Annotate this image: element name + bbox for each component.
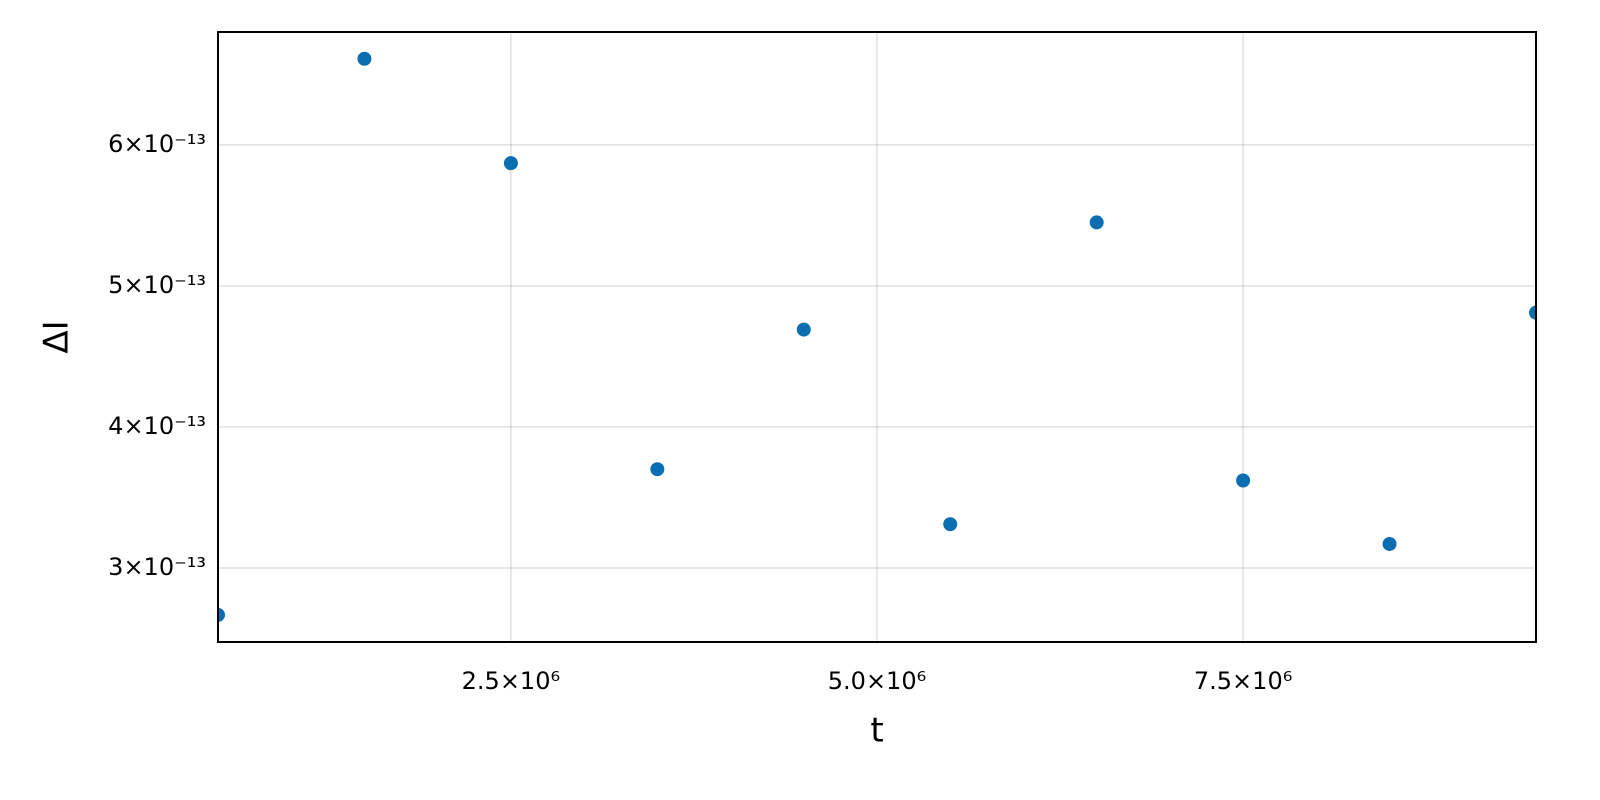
point <box>650 462 665 477</box>
point <box>218 607 225 622</box>
point <box>503 156 518 171</box>
point <box>1236 473 1251 488</box>
y-tick-label: 4×10⁻¹³ <box>108 412 206 440</box>
points <box>218 51 1536 622</box>
y-tick-label: 5×10⁻¹³ <box>108 271 206 299</box>
y-tick-label: 6×10⁻¹³ <box>108 130 206 158</box>
x-tick-label: 2.5×10⁶ <box>462 667 560 695</box>
x-tick-label: 5.0×10⁶ <box>828 667 926 695</box>
plot-frame <box>217 31 1537 643</box>
point <box>357 51 372 66</box>
point <box>943 517 958 532</box>
point <box>1382 536 1397 551</box>
point <box>1089 215 1104 230</box>
y-axis-label: ΔI <box>37 320 77 353</box>
point <box>1529 305 1536 320</box>
grid <box>218 32 1536 642</box>
x-axis-label: t <box>870 711 883 751</box>
x-tick-label: 7.5×10⁶ <box>1194 667 1292 695</box>
point <box>796 322 811 337</box>
y-tick-label: 3×10⁻¹³ <box>108 553 206 581</box>
